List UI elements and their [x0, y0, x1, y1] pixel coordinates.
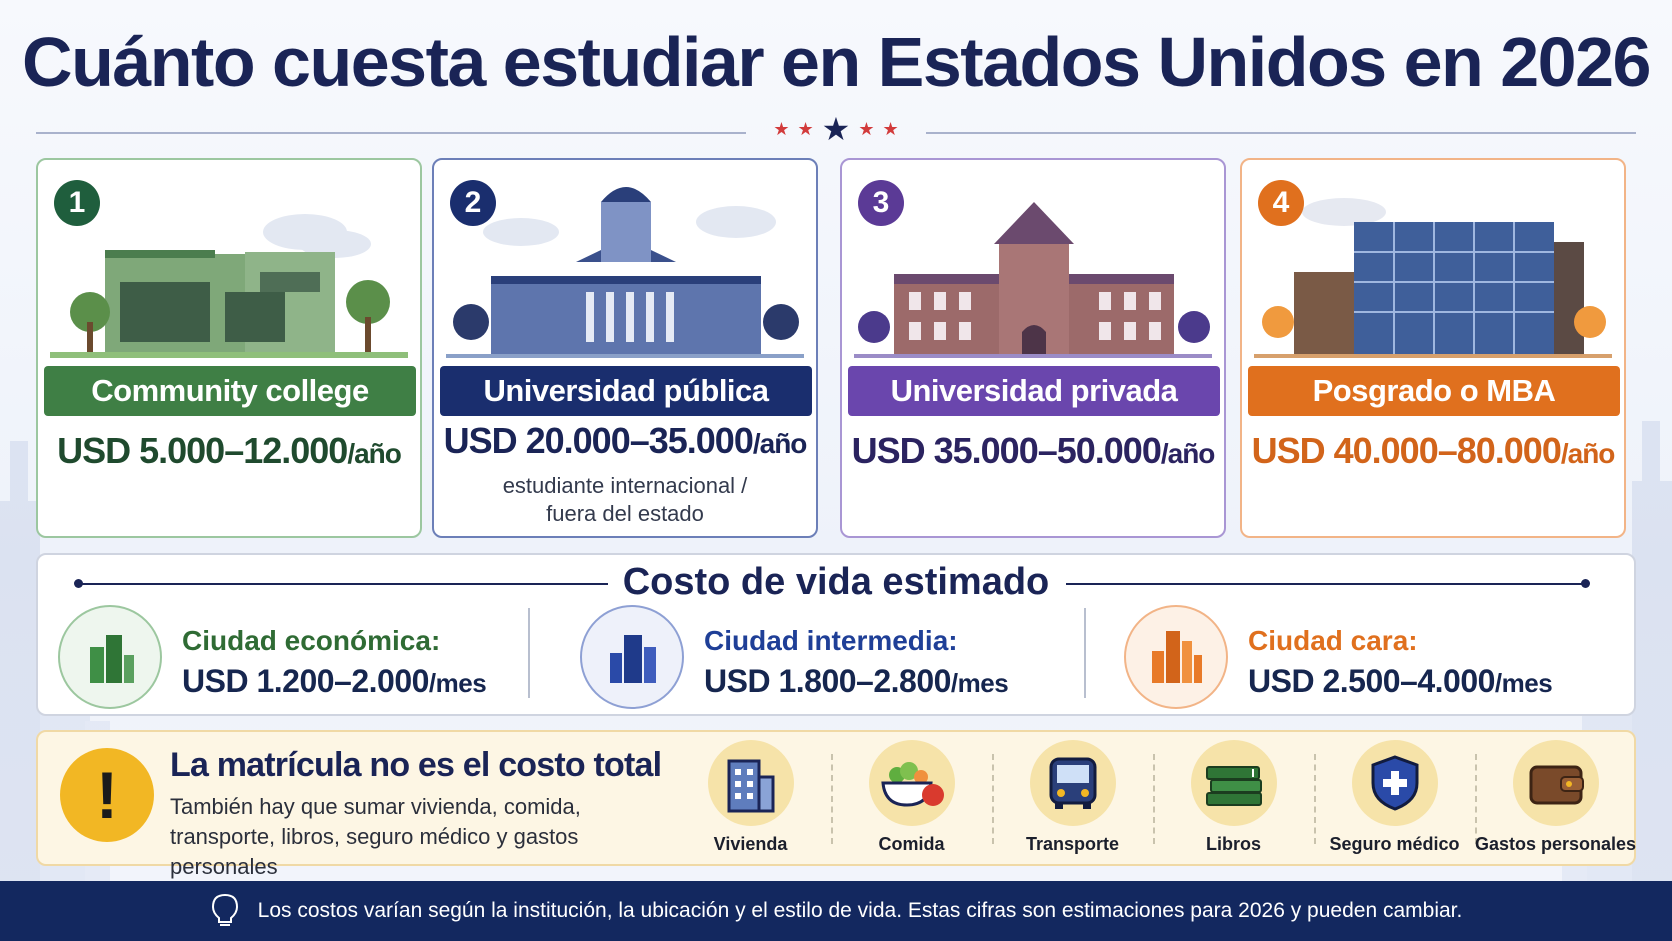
city-value-unit: /mes [950, 668, 1009, 698]
food-bowl-icon [868, 740, 955, 826]
city-value-unit: /mes [1494, 668, 1553, 698]
price-unit: /año [1560, 438, 1616, 469]
city-label: Ciudad económica: [182, 625, 441, 656]
stars-ornament: ★ ★ ★ ★ ★ [766, 111, 906, 147]
city-value-amount: USD 1.200–2.000 [182, 663, 429, 699]
card-note: estudiante internacional / fuera del est… [434, 472, 816, 528]
lightbulb-icon [211, 893, 238, 926]
city-value: USD 1.800–2.800/mes [704, 663, 1009, 700]
price-unit: /año [752, 428, 808, 459]
expense-items: Vivienda Comida Transporte Libros Seguro… [670, 732, 1636, 868]
mba-building-icon [1254, 198, 1612, 358]
expense-label: Seguro médico [1329, 834, 1460, 854]
expense-item-seguro-medico: Seguro médico [1314, 732, 1475, 868]
books-icon [1190, 740, 1277, 826]
card-price: USD 40.000–80.000/año [1242, 430, 1624, 472]
price-value: USD 5.000–12.000 [57, 430, 348, 471]
public-university-building-icon [446, 187, 804, 358]
page-title: Cuánto cuesta estudiar en Estados Unidos… [22, 23, 1651, 101]
exclamation-icon: ! [60, 748, 154, 842]
star-icon: ★ [773, 118, 790, 139]
city-label: Ciudad intermedia: [704, 625, 958, 656]
card-community-college: 1 Community college USD 5.000–12.000/año [36, 158, 422, 538]
card-number-badge: 3 [858, 180, 904, 226]
card-note-line: estudiante internacional / [502, 473, 748, 498]
card-price: USD 20.000–35.000/año [434, 420, 816, 462]
card-private-university: 3 Universidad privada USD 35.000–50.000/… [840, 158, 1226, 538]
expense-label: Transporte [1025, 834, 1120, 854]
warning-text: También hay que sumar vivienda, comida, … [170, 794, 581, 879]
card-label-banner: Posgrado o MBA [1248, 366, 1620, 416]
city-value-amount: USD 1.800–2.800 [704, 663, 951, 699]
card-number-badge: 4 [1258, 180, 1304, 226]
footer-disclaimer: Los costos varían según la institución, … [257, 899, 1463, 922]
expense-item-vivienda: Vivienda [670, 732, 831, 868]
expense-item-libros: Libros [1153, 732, 1314, 868]
star-icon: ★ [882, 118, 899, 139]
price-value: USD 40.000–80.000 [1251, 430, 1562, 471]
price-unit: /año [347, 438, 402, 469]
city-buildings-icon [58, 605, 162, 709]
expense-label: Gastos personales [1475, 834, 1637, 854]
expense-label: Libros [1205, 834, 1261, 854]
star-icon: ★ [858, 118, 875, 139]
card-label-banner: Universidad privada [848, 366, 1220, 416]
city-label: Ciudad cara: [1248, 625, 1418, 656]
living-cost-heading: Costo de vida estimado [622, 561, 1050, 603]
city-value: USD 2.500–4.000/mes [1248, 663, 1553, 700]
card-label-banner: Universidad pública [440, 366, 812, 416]
card-price: USD 35.000–50.000/año [842, 430, 1224, 472]
city-value-unit: /mes [428, 668, 487, 698]
card-number-badge: 2 [450, 180, 496, 226]
building-icon [707, 740, 794, 826]
city-intermediate: Ciudad intermedia: USD 1.800–2.800/mes [560, 603, 1060, 711]
title-divider: ★ ★ ★ ★ ★ [36, 111, 1636, 147]
card-price: USD 5.000–12.000/año [38, 430, 420, 472]
living-cost-panel: Costo de vida estimado Ciudad económica:… [36, 553, 1636, 716]
expense-item-gastos-personales: Gastos personales [1475, 732, 1636, 868]
expense-label: Comida [878, 834, 945, 854]
star-icon: ★ [797, 118, 814, 139]
city-separator [1084, 608, 1086, 698]
expense-item-comida: Comida [831, 732, 992, 868]
city-buildings-icon [1124, 605, 1228, 709]
warning-title: La matrícula no es el costo total [170, 746, 662, 784]
footer-bar: Los costos varían según la institución, … [0, 881, 1672, 941]
price-unit: /año [1160, 438, 1216, 469]
city-cheap: Ciudad económica: USD 1.200–2.000/mes [38, 603, 538, 711]
price-value: USD 20.000–35.000 [443, 420, 754, 461]
wallet-icon [1512, 740, 1599, 826]
price-value: USD 35.000–50.000 [851, 430, 1162, 471]
tuition-warning-panel: ! La matrícula no es el costo total Tamb… [36, 730, 1636, 879]
card-postgraduate-mba: 4 Posgrado o MBA USD 40.000–80.000/año [1240, 158, 1626, 538]
card-note-line: fuera del estado [546, 501, 704, 526]
star-icon: ★ [821, 111, 851, 147]
city-separator [528, 608, 530, 698]
card-public-university: 2 Universidad pública USD 20.000–35.000/… [432, 158, 818, 538]
card-label-banner: Community college [44, 366, 416, 416]
community-college-building-icon [50, 214, 408, 358]
city-value: USD 1.200–2.000/mes [182, 663, 487, 700]
private-university-building-icon [854, 202, 1212, 358]
city-value-amount: USD 2.500–4.000 [1248, 663, 1495, 699]
bus-icon [1029, 740, 1116, 826]
city-expensive: Ciudad cara: USD 2.500–4.000/mes [1104, 603, 1604, 711]
card-number-badge: 1 [54, 180, 100, 226]
shield-cross-icon [1351, 740, 1438, 826]
expense-item-transporte: Transporte [992, 732, 1153, 868]
city-buildings-icon [580, 605, 684, 709]
expense-label: Vivienda [713, 834, 788, 854]
